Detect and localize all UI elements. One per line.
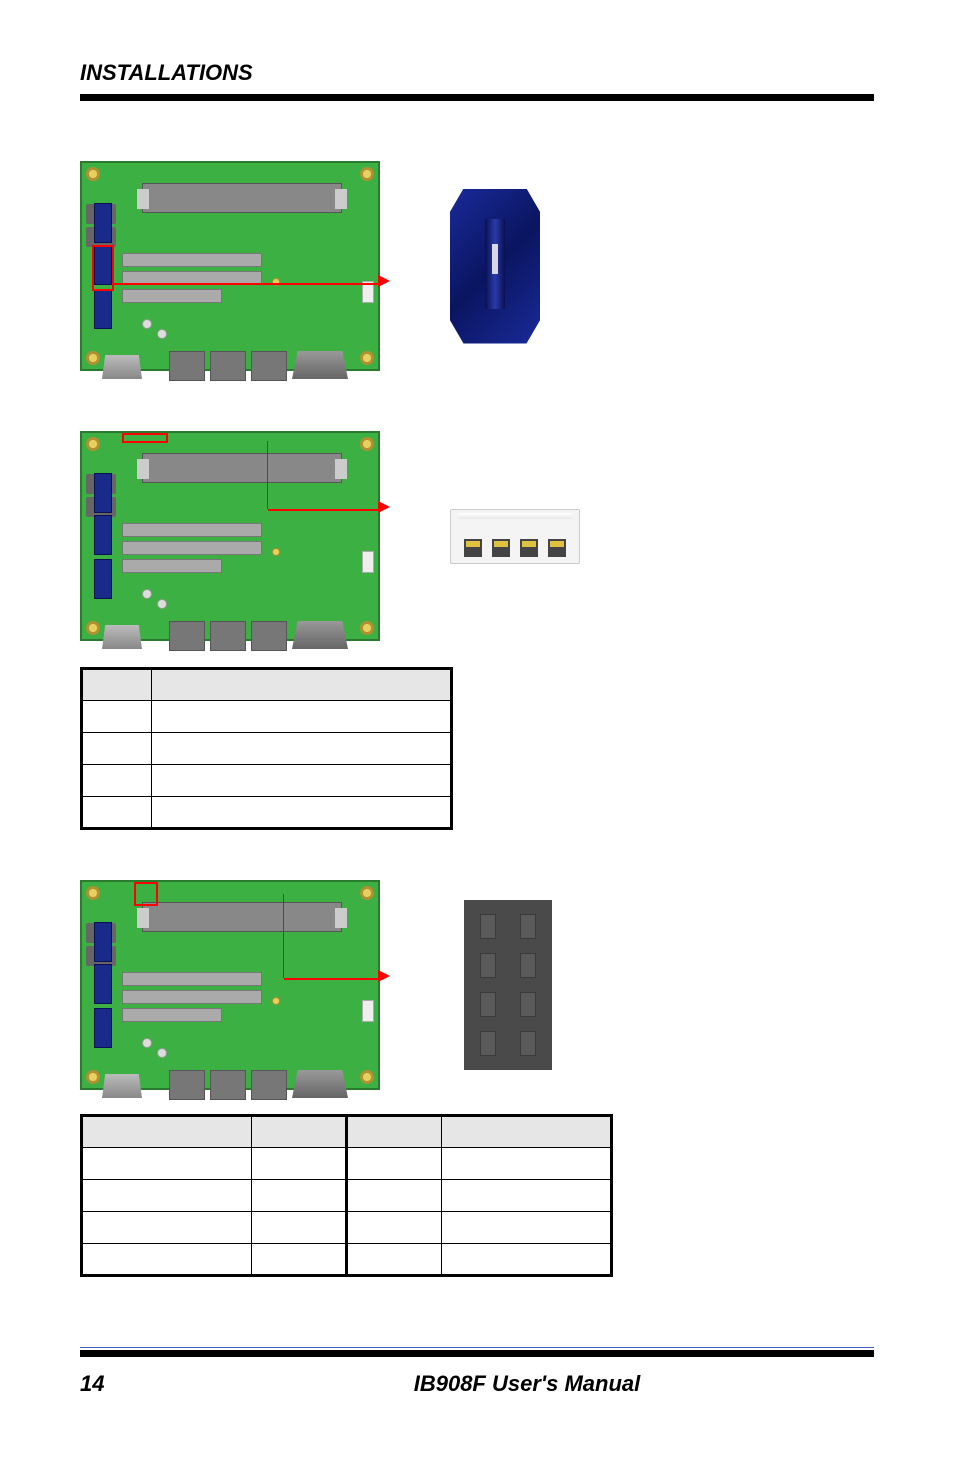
pin-table-2col [80,667,453,830]
header-rule [80,94,874,101]
component-sata-blue [450,189,540,344]
arrow-head-icon [378,970,390,982]
pin-table-4col [80,1114,613,1277]
component-pin-header-dark [464,900,552,1070]
table-row [82,1180,612,1212]
figure-pin-header [80,870,874,1277]
table-row [82,1244,612,1276]
table-row [82,797,452,829]
highlight-sata [92,245,114,291]
highlight-usb-hdr [122,433,168,443]
component-usb-white [450,509,580,564]
table-row [82,733,452,765]
footer-title: IB908F User's Manual [180,1371,874,1397]
table-row [82,701,452,733]
footer-rule [80,1350,874,1357]
pcb-board-3 [80,870,390,1100]
figure-sata-connector [80,151,874,381]
pcb-board-1 [80,151,390,381]
section-header: INSTALLATIONS [80,60,874,86]
arrow-head-icon [378,501,390,513]
table-row [82,765,452,797]
arrow-head-icon [378,275,390,287]
table-row [82,1148,612,1180]
figure-usb-header [80,421,874,830]
highlight-pinhdr [134,882,158,906]
table-row [82,1212,612,1244]
page-footer: 14 IB908F User's Manual [80,1371,874,1397]
pcb-board-2 [80,421,390,651]
